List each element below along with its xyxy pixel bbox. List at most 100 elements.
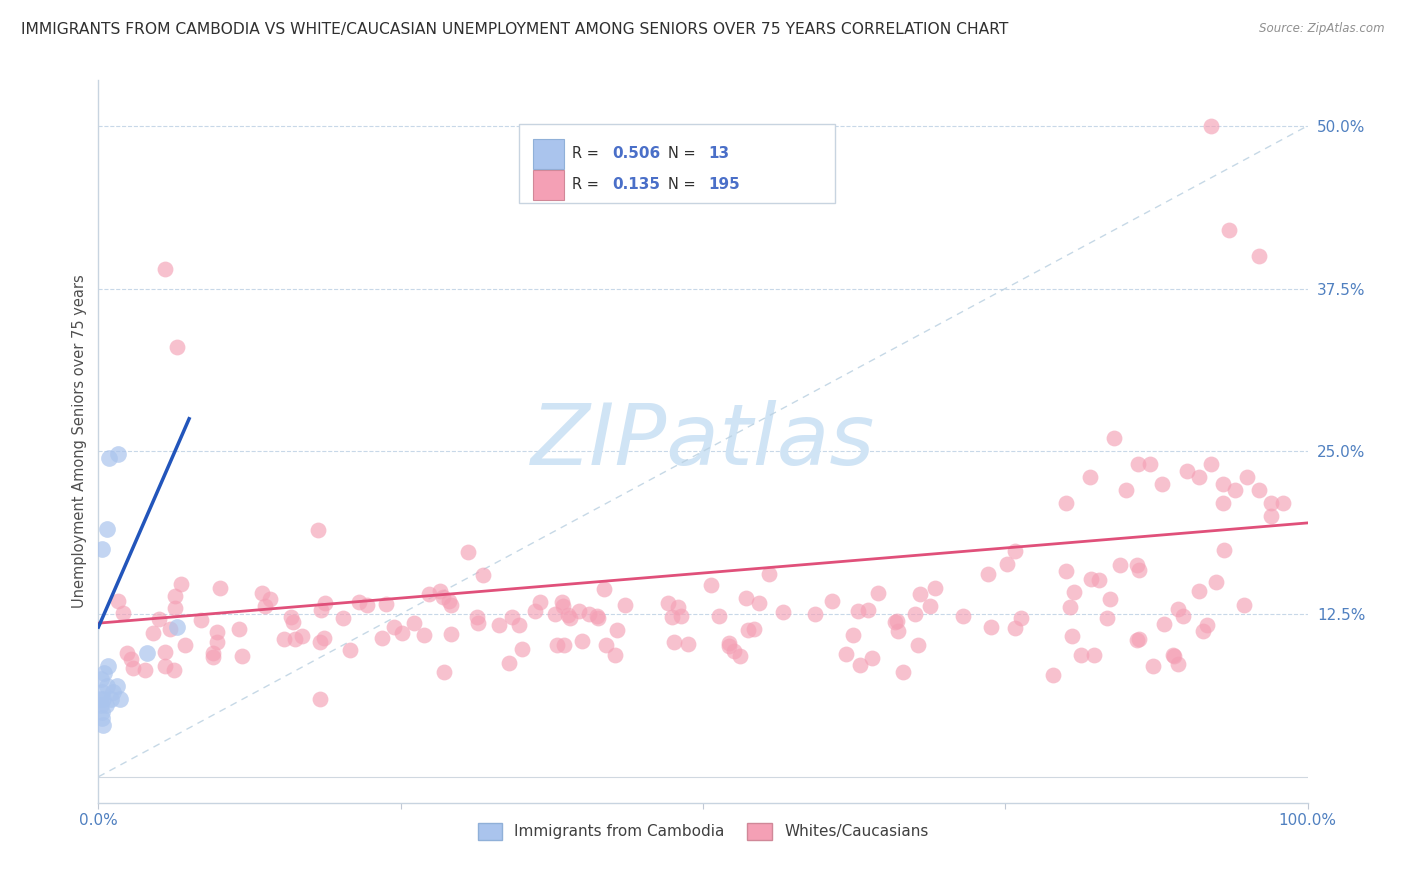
Point xyxy=(205,625,228,640)
Point xyxy=(465,610,488,624)
Point xyxy=(523,604,546,618)
Point xyxy=(593,582,616,596)
Point xyxy=(1161,648,1184,662)
Point xyxy=(207,635,229,649)
Point xyxy=(208,581,231,595)
Point xyxy=(433,665,456,680)
Point xyxy=(551,595,574,609)
Point xyxy=(858,602,880,616)
Point xyxy=(544,607,567,622)
Point xyxy=(155,658,177,673)
Point xyxy=(700,578,723,592)
Point xyxy=(166,620,188,634)
Point xyxy=(429,583,451,598)
Point xyxy=(1152,476,1174,491)
Point xyxy=(501,610,523,624)
Point xyxy=(1139,458,1161,472)
Point xyxy=(332,611,354,625)
Point xyxy=(613,598,636,612)
Point xyxy=(734,591,756,605)
Point xyxy=(758,566,780,581)
Point xyxy=(339,642,361,657)
Point xyxy=(568,604,591,618)
Point xyxy=(488,618,510,632)
Point xyxy=(91,705,114,719)
Point xyxy=(94,698,117,713)
Point xyxy=(1249,483,1271,498)
Text: ZIPatlas: ZIPatlas xyxy=(531,400,875,483)
Point xyxy=(977,566,1000,581)
Point xyxy=(676,637,699,651)
Point xyxy=(98,450,121,465)
Point xyxy=(159,622,181,636)
Point xyxy=(91,711,114,725)
Point xyxy=(1213,542,1236,557)
Text: N =: N = xyxy=(668,177,700,192)
Point xyxy=(578,607,600,621)
Point xyxy=(553,638,575,652)
Point xyxy=(707,608,730,623)
Text: R =: R = xyxy=(572,177,605,192)
Point xyxy=(1115,483,1137,498)
Point xyxy=(1062,629,1084,643)
Point xyxy=(887,624,910,639)
Point xyxy=(908,587,931,601)
Point xyxy=(1126,558,1149,573)
Point xyxy=(122,661,145,675)
Point xyxy=(595,638,617,652)
Point xyxy=(1054,564,1077,578)
Point xyxy=(382,619,405,633)
Point xyxy=(142,626,165,640)
Point xyxy=(1080,572,1102,586)
Point xyxy=(1097,610,1119,624)
Point xyxy=(849,658,872,673)
Point xyxy=(155,645,177,659)
Point xyxy=(107,594,129,608)
Point xyxy=(190,613,212,627)
Point xyxy=(1153,616,1175,631)
Text: Source: ZipAtlas.com: Source: ZipAtlas.com xyxy=(1260,22,1385,36)
Point xyxy=(96,679,118,693)
Point xyxy=(1167,657,1189,672)
Point xyxy=(291,629,314,643)
Point xyxy=(1128,632,1150,646)
Point xyxy=(96,523,118,537)
Point xyxy=(467,615,489,630)
Point xyxy=(730,648,752,663)
Point xyxy=(862,650,884,665)
Point xyxy=(259,592,281,607)
Point xyxy=(1004,620,1026,634)
Point xyxy=(1199,119,1222,133)
Point xyxy=(498,656,520,670)
Point xyxy=(1218,223,1240,237)
Point xyxy=(886,614,908,628)
Point xyxy=(97,659,120,673)
Point xyxy=(841,628,863,642)
Text: N =: N = xyxy=(668,146,700,161)
Point xyxy=(1212,496,1234,510)
Point xyxy=(91,685,114,699)
Point xyxy=(371,631,394,645)
Point xyxy=(952,609,974,624)
Point xyxy=(201,649,224,664)
Y-axis label: Unemployment Among Seniors over 75 years: Unemployment Among Seniors over 75 years xyxy=(72,275,87,608)
Point xyxy=(1078,470,1101,484)
Point xyxy=(253,599,276,613)
Point xyxy=(1126,633,1149,648)
Point xyxy=(666,599,689,614)
Point xyxy=(100,691,122,706)
Point xyxy=(314,596,336,610)
Point xyxy=(803,607,825,622)
Point xyxy=(891,665,914,680)
Point xyxy=(90,672,112,686)
Point xyxy=(657,596,679,610)
Point xyxy=(163,663,186,677)
Point xyxy=(586,609,609,624)
Point xyxy=(586,611,609,625)
Point xyxy=(1236,470,1258,484)
Point xyxy=(356,598,378,612)
Point xyxy=(1260,496,1282,510)
Point xyxy=(669,609,692,624)
Point xyxy=(201,646,224,660)
Point xyxy=(120,652,142,666)
